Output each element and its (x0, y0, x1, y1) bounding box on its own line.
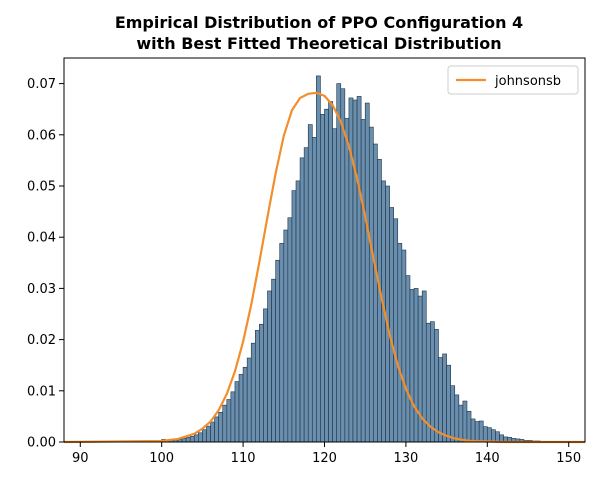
histogram-bar (417, 295, 423, 443)
histogram-bar (474, 421, 480, 443)
histogram-bar (393, 218, 399, 443)
x-tick-label: 140 (475, 451, 500, 466)
legend-label: johnsonsb (494, 74, 561, 89)
histogram-bar (430, 321, 435, 443)
y-axis: 0.00 0.01 0.02 0.03 0.04 0.05 0.06 0.07 (27, 77, 64, 451)
histogram-bar (401, 249, 407, 443)
histogram-bar (482, 426, 488, 443)
histogram-bar (214, 416, 219, 443)
histogram-bar (491, 429, 496, 443)
y-tick-label: 0.07 (27, 77, 56, 92)
histogram-bar (198, 432, 203, 443)
histogram-bar (377, 159, 382, 443)
histogram-bar (405, 275, 411, 443)
histogram-bar (332, 128, 338, 443)
histogram-bar (279, 243, 285, 443)
histogram-bar (450, 385, 456, 443)
y-tick-label: 0.06 (27, 128, 56, 143)
histogram-bar (434, 329, 439, 443)
histogram-bar (466, 410, 472, 443)
histogram-bar (189, 436, 195, 443)
histogram-bar (316, 75, 321, 443)
histogram-bar (295, 180, 301, 443)
histogram-bar (462, 400, 468, 443)
histogram-bar (210, 421, 215, 443)
histogram-bar (413, 288, 419, 443)
histogram-bar (303, 147, 309, 443)
johnsonsb-fit-line (63, 91, 585, 444)
histogram-bar (446, 364, 451, 443)
histogram-bar (185, 437, 191, 443)
histogram-bar (218, 412, 224, 443)
histogram-bar (287, 217, 293, 443)
histogram-bar (283, 229, 289, 443)
histogram-bar (193, 434, 199, 443)
x-tick-label: 90 (72, 451, 89, 466)
histogram-bar (275, 259, 281, 443)
y-tick-label: 0.02 (27, 333, 56, 348)
histogram-bars (161, 75, 553, 443)
histogram-bar (438, 357, 443, 443)
histogram-bar (487, 427, 492, 443)
histogram-bar (250, 342, 256, 443)
histogram-bar (336, 83, 342, 443)
histogram-bar (364, 102, 370, 443)
legend: johnsonsb (447, 65, 579, 95)
histogram-bar (271, 278, 276, 443)
histogram-bar (478, 420, 484, 443)
histogram-bar (299, 157, 305, 443)
y-tick-label: 0.01 (27, 384, 56, 399)
histogram-bar (360, 119, 366, 443)
histogram-bar (238, 374, 244, 443)
histogram-bar (202, 429, 207, 443)
histogram-bar (267, 290, 272, 443)
histogram-bar (242, 366, 248, 443)
histogram-bar (344, 118, 350, 443)
histogram-bar (495, 431, 500, 443)
plot-frame (63, 57, 586, 443)
histogram-bar (356, 96, 362, 443)
histogram-bar (373, 143, 378, 443)
histogram-bar (263, 308, 268, 443)
histogram-bar (259, 323, 264, 443)
histogram-bar (442, 353, 447, 443)
histogram-bar (307, 124, 313, 443)
histogram-bar (222, 404, 228, 443)
histogram-bar (206, 425, 211, 443)
x-tick-label: 110 (231, 451, 256, 466)
histogram-bar (409, 289, 415, 443)
histogram-bar (234, 381, 240, 443)
histogram-bar (340, 88, 346, 443)
histogram-bar (226, 399, 232, 443)
x-tick-label: 100 (149, 451, 174, 466)
x-tick-label: 120 (312, 451, 337, 466)
x-tick-label: 150 (556, 451, 581, 466)
x-axis: 90 100 110 120 130 140 150 (72, 442, 581, 466)
histogram-bar (368, 126, 374, 443)
x-tick-label: 130 (393, 451, 418, 466)
y-tick-label: 0.03 (27, 282, 56, 297)
histogram-bar (352, 99, 358, 443)
chart-title-line-1: Empirical Distribution of PPO Configurat… (115, 13, 523, 32)
histogram-bar (389, 207, 394, 443)
histogram-bar (246, 357, 252, 443)
y-tick-label: 0.04 (27, 231, 56, 246)
histogram-bar (181, 438, 187, 443)
chart-title-line-2: with Best Fitted Theoretical Distributio… (136, 34, 501, 53)
histogram-bar (328, 101, 333, 443)
y-tick-label: 0.05 (27, 180, 56, 195)
legend-box (447, 65, 579, 95)
histogram-bar (311, 137, 317, 443)
histogram-bar (255, 330, 260, 443)
histogram-bar (291, 190, 297, 443)
histogram-bar (458, 404, 464, 443)
histogram-bar (324, 108, 329, 443)
histogram-bar (230, 391, 236, 443)
y-tick-label: 0.00 (27, 436, 56, 451)
histogram-bar (320, 114, 325, 443)
histogram-bar (397, 243, 403, 443)
histogram-bar (470, 418, 476, 443)
histogram-bar (454, 394, 460, 443)
